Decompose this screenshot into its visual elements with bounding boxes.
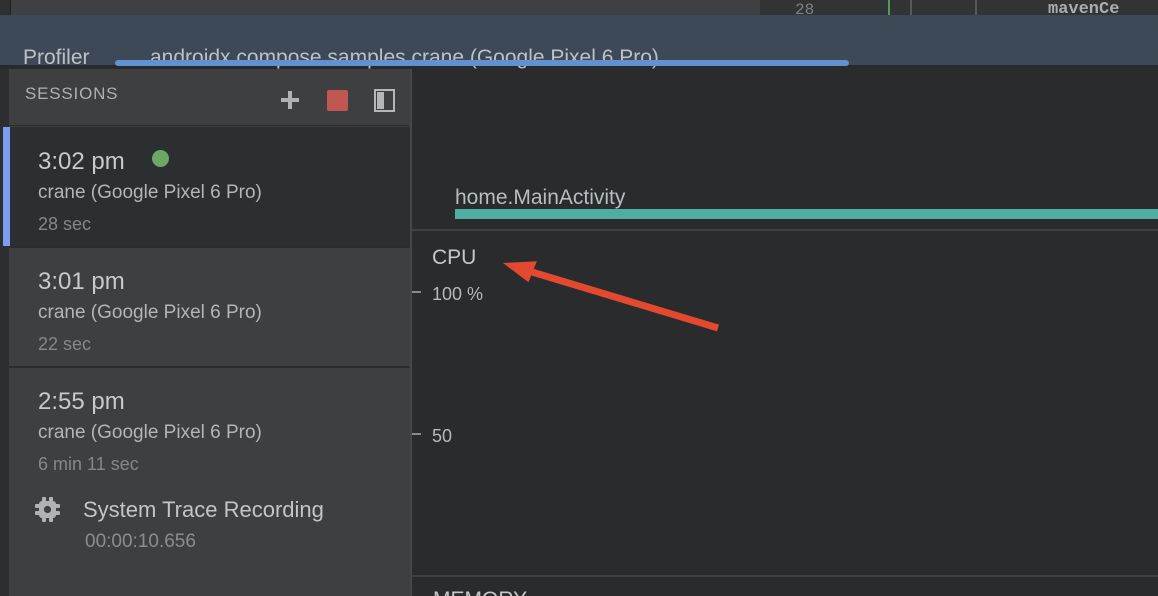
session-time: 2:55 pm (38, 388, 125, 415)
session-duration: 22 sec (38, 334, 92, 354)
editor-zone (760, 0, 1158, 15)
sessions-title: SESSIONS (25, 84, 119, 103)
stop-recording-button stop-icon[interactable] (327, 90, 348, 111)
selected-session-indicator (3, 127, 10, 246)
split-panel-icon[interactable] (374, 89, 395, 112)
tab-active-session[interactable]: androidx.compose.samples.crane (Google P… (150, 46, 659, 69)
activity-lifecycle-bar (455, 209, 1158, 219)
session-device: crane (Google Pixel 6 Pro) (38, 422, 262, 443)
editor-divider-line (910, 0, 912, 15)
session-item[interactable]: 3:02 pm crane (Google Pixel 6 Pro) 28 se… (0, 127, 410, 248)
session-duration: 6 min 11 sec (38, 454, 139, 474)
trace-artifact-duration: 00:00:10.656 (85, 531, 196, 552)
trace-artifact-label[interactable]: System Trace Recording (83, 497, 324, 522)
activity-lifecycle-label: home.MainActivity (455, 186, 626, 209)
axis-tick-50 (412, 433, 421, 435)
section-divider (412, 229, 1158, 231)
profiler-tab-bar: Profiler androidx.compose.samples.crane … (0, 15, 1158, 69)
sessions-panel: SESSIONS 3:02 pm crane (Google Pixel 6 P… (0, 69, 412, 596)
editor-divider-line (975, 0, 977, 15)
cpu-section-title[interactable]: CPU (432, 246, 477, 269)
tab-profiler-home[interactable]: Profiler (23, 46, 90, 69)
editor-background-strip: 28 mavenCe (0, 0, 1158, 15)
editor-code-text: mavenCe (1048, 0, 1120, 15)
axis-label-50: 50 (432, 426, 453, 446)
session-device: crane (Google Pixel 6 Pro) (38, 182, 262, 203)
memory-section-title[interactable]: MEMORY (433, 588, 527, 596)
editor-line-number: 28 (795, 1, 815, 15)
editor-caret-line (888, 0, 890, 15)
cpu-chip-icon (35, 497, 60, 522)
add-session-button plus-icon[interactable] (279, 89, 301, 111)
session-item[interactable]: 3:01 pm crane (Google Pixel 6 Pro) 22 se… (0, 250, 410, 368)
live-session-dot (152, 150, 169, 167)
profiler-timeline[interactable]: home.MainActivity CPU 100 % 50 MEMORY (412, 69, 1158, 596)
session-device: crane (Google Pixel 6 Pro) (38, 302, 262, 323)
session-item[interactable]: 2:55 pm crane (Google Pixel 6 Pro) 6 min… (0, 370, 410, 596)
editor-gutter-edge (0, 0, 11, 15)
session-time: 3:01 pm (38, 268, 125, 295)
session-time: 3:02 pm (38, 148, 125, 175)
session-duration: 28 sec (38, 214, 92, 234)
active-tab-indicator (115, 60, 849, 66)
sessions-header: SESSIONS (0, 69, 410, 126)
annotation-arrow (503, 261, 720, 332)
axis-label-100: 100 % (432, 284, 484, 304)
section-divider (412, 575, 1158, 577)
axis-tick-100 (412, 291, 421, 293)
sessions-panel-gutter (0, 69, 9, 596)
